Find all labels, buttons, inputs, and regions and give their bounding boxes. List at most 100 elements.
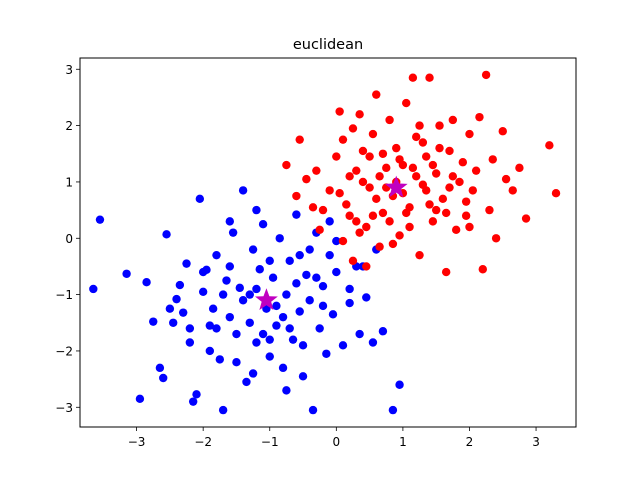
scatter-point-s1-9 (342, 200, 351, 209)
scatter-point-s0-9 (172, 294, 181, 304)
scatter-point-s1-67 (418, 138, 428, 147)
y-tick-label: 3 (65, 63, 73, 77)
scatter-point-s1-54 (491, 234, 501, 243)
scatter-point-s0-66 (395, 380, 404, 389)
x-tick-label: −2 (194, 435, 212, 449)
scatter-point-s0-28 (235, 283, 244, 293)
scatter-point-s1-7 (335, 107, 344, 116)
scatter-point-s0-70 (212, 324, 221, 333)
scatter-point-s1-71 (372, 194, 381, 204)
scatter-point-s1-31 (415, 250, 424, 260)
scatter-point-s1-89 (375, 172, 384, 181)
scatter-point-s1-43 (455, 177, 464, 187)
scatter-point-s0-47 (298, 372, 308, 381)
scatter-point-s0-31 (245, 290, 254, 299)
scatter-point-s1-34 (425, 73, 434, 82)
scatter-point-s1-85 (461, 197, 471, 206)
scatter-point-s1-29 (408, 73, 418, 82)
scatter-point-s0-46 (295, 307, 304, 316)
scatter-point-s1-10 (345, 172, 354, 181)
scatter-point-s0-37 (265, 352, 274, 361)
scatter-point-s1-46 (465, 129, 474, 139)
scatter-point-s1-77 (358, 177, 368, 187)
scatter-point-s1-61 (551, 189, 561, 198)
scatter-point-s0-44 (288, 335, 298, 344)
scatter-point-s1-52 (485, 205, 494, 215)
scatter-point-s0-72 (238, 296, 248, 305)
scatter-point-s0-74 (265, 256, 274, 266)
scatter-point-s0-63 (368, 338, 378, 347)
scatter-point-s1-83 (435, 143, 444, 153)
scatter-point-s1-6 (332, 152, 341, 161)
scatter-point-s1-38 (438, 194, 448, 204)
scatter-point-s0-10 (175, 280, 185, 290)
scatter-point-s0-3 (142, 278, 151, 287)
scatter-point-s1-51 (481, 70, 491, 80)
scatter-point-s1-82 (422, 186, 431, 195)
chart-title: euclidean (293, 37, 363, 53)
plot-frame (79, 57, 577, 428)
scatter-point-s0-79 (332, 267, 341, 277)
scatter-point-s1-20 (378, 208, 388, 218)
scatter-point-s0-64 (378, 327, 388, 336)
scatter-point-s0-68 (165, 304, 175, 313)
scatter-point-s0-24 (222, 276, 231, 285)
scatter-point-s1-48 (471, 166, 481, 175)
scatter-point-s0-14 (188, 397, 198, 406)
scatter-point-s0-89 (282, 386, 291, 395)
scatter-point-s1-19 (375, 242, 384, 251)
scatter-point-s0-5 (155, 363, 165, 373)
x-tick-label: 3 (532, 435, 540, 449)
scatter-point-s1-42 (451, 225, 461, 235)
scatter-point-s1-16 (365, 183, 374, 192)
scatter-point-s1-80 (395, 155, 404, 164)
scatter-point-s1-17 (368, 129, 378, 139)
scatter-point-s1-66 (405, 222, 414, 232)
y-tick-label: −3 (55, 401, 73, 415)
scatter-point-s0-34 (255, 265, 264, 274)
scatter-point-s0-32 (248, 245, 258, 254)
scatter-point-s1-87 (335, 189, 344, 198)
scatter-point-s0-2 (122, 269, 131, 278)
scatter-point-s1-95 (292, 191, 301, 201)
scatter-point-s1-35 (428, 217, 438, 226)
scatter-point-s0-73 (252, 284, 261, 294)
scatter-point-s0-92 (205, 346, 215, 356)
scatter-point-s0-40 (275, 234, 284, 243)
scatter-point-s0-93 (185, 324, 195, 333)
scatter-point-s1-8 (338, 236, 348, 246)
x-tick-label: −3 (128, 435, 146, 449)
scatter-point-s1-96 (312, 166, 321, 175)
scatter-point-s1-50 (478, 265, 487, 274)
scatter-point-s0-29 (238, 186, 248, 195)
scatter-point-s0-16 (195, 194, 205, 204)
scatter-point-s1-45 (461, 211, 471, 220)
scatter-point-s0-91 (312, 273, 321, 282)
scatter-point-s1-81 (408, 163, 418, 173)
scatter-point-s0-53 (318, 281, 328, 291)
scatter-point-s0-1 (89, 284, 98, 294)
scatter-point-s0-33 (252, 338, 261, 347)
y-tick-label: −1 (55, 288, 73, 302)
x-tick-label: −1 (261, 435, 279, 449)
scatter-point-s0-81 (245, 318, 254, 327)
scatter-point-s1-97 (338, 135, 348, 144)
scatter-point-s1-12 (352, 217, 361, 226)
scatter-point-s1-3 (308, 203, 318, 212)
scatter-point-s1-86 (318, 205, 328, 215)
scatter-point-s1-69 (445, 183, 454, 192)
scatter-point-s1-55 (498, 127, 507, 136)
scatter-point-s0-61 (355, 329, 364, 339)
scatter-point-s0-97 (325, 217, 334, 226)
scatter-point-s1-2 (302, 174, 311, 184)
scatter-point-s0-71 (225, 262, 234, 271)
scatter-point-s0-76 (292, 279, 301, 288)
scatter-point-s1-64 (378, 149, 388, 158)
scatter-point-s1-70 (352, 166, 361, 175)
scatter-point-s0-49 (305, 296, 314, 305)
scatter-point-s0-83 (272, 301, 281, 311)
scatter-point-s1-98 (365, 152, 374, 161)
scatter-point-s0-22 (215, 355, 225, 364)
scatter-point-s0-45 (292, 210, 301, 219)
